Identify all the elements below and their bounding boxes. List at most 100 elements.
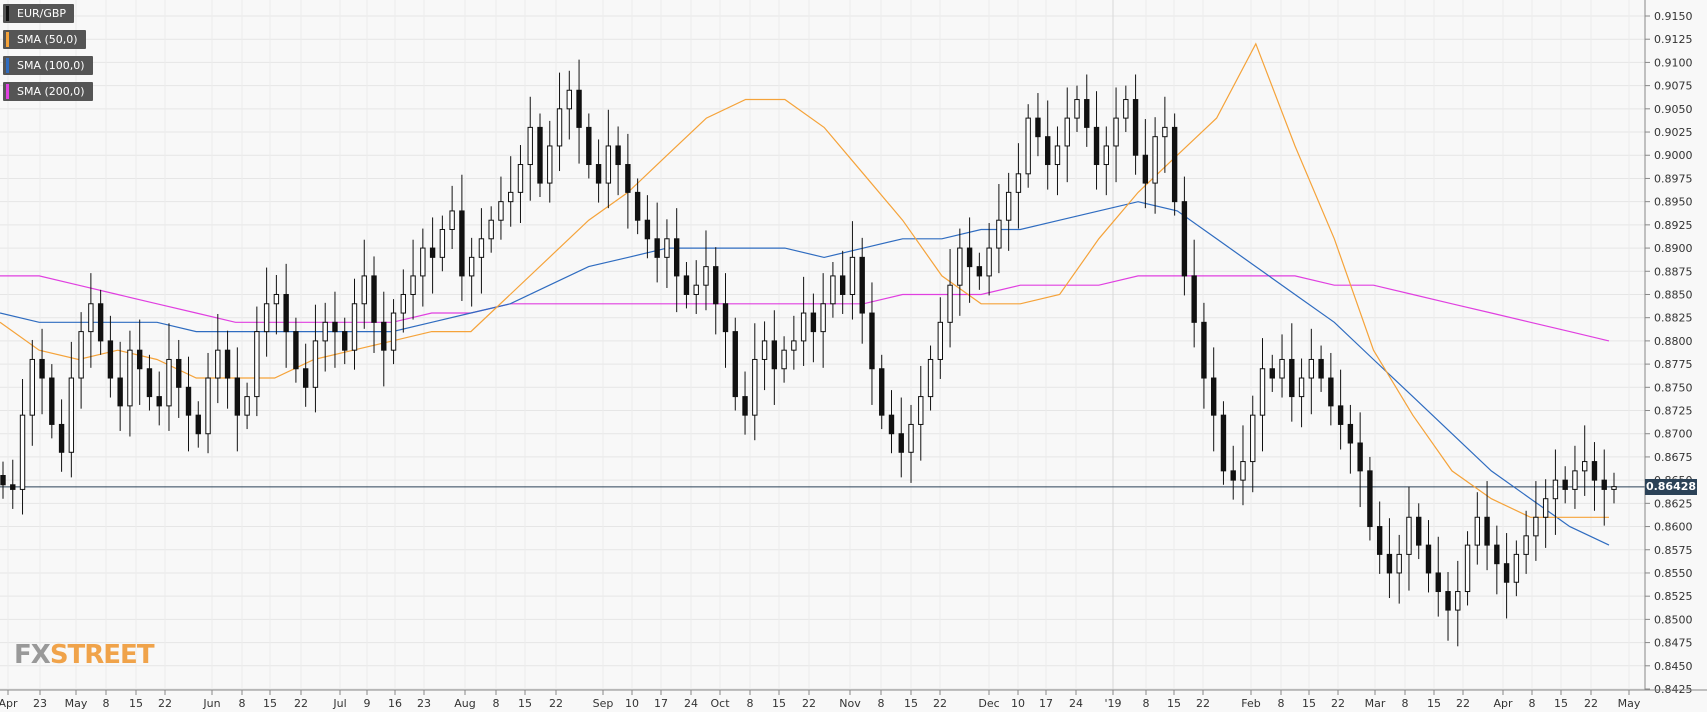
- legend-item-sma200[interactable]: SMA (200,0): [3, 82, 93, 101]
- candle: [205, 352, 211, 454]
- y-tick-label: 0.8525: [1654, 590, 1693, 603]
- candle: [1005, 172, 1012, 251]
- candle-body: [1054, 145, 1061, 166]
- candle: [1445, 572, 1451, 641]
- x-tick-label: 22: [294, 697, 308, 710]
- candle-body: [1005, 191, 1012, 221]
- candle-body: [1347, 423, 1354, 444]
- candle-body: [1289, 358, 1295, 398]
- candle-body: [439, 229, 446, 258]
- candle: [673, 208, 680, 313]
- candle: [1064, 87, 1070, 183]
- y-tick-label: 0.9025: [1654, 126, 1693, 139]
- candle: [1054, 126, 1061, 196]
- candle: [224, 330, 231, 409]
- candle: [937, 297, 944, 379]
- legend-item-sma50[interactable]: SMA (50,0): [3, 30, 86, 49]
- candle: [1591, 442, 1598, 511]
- candle-body: [722, 303, 729, 333]
- candle: [498, 176, 504, 240]
- candle: [107, 315, 114, 398]
- candle: [595, 139, 602, 203]
- candle: [605, 109, 612, 209]
- candle-body: [1269, 368, 1275, 379]
- candle-body: [1191, 275, 1197, 323]
- y-tick-label: 0.8825: [1654, 312, 1693, 325]
- candle: [644, 195, 651, 259]
- candle-body: [420, 247, 426, 277]
- candle: [693, 260, 699, 314]
- candle: [1289, 323, 1295, 422]
- legend-item-sma100[interactable]: SMA (100,0): [3, 56, 93, 75]
- candle-body: [703, 266, 709, 286]
- candle: [839, 250, 846, 314]
- x-tick-label: 15: [1427, 697, 1441, 710]
- candle-body: [312, 340, 319, 388]
- candle: [1308, 328, 1315, 415]
- candle: [1367, 456, 1373, 541]
- fxstreet-logo: FXSTREET: [14, 640, 155, 670]
- candle: [1220, 401, 1227, 485]
- x-tick-label: 15: [518, 697, 532, 710]
- candle-body: [1318, 358, 1324, 379]
- candle: [1484, 481, 1490, 571]
- candle: [1513, 540, 1520, 597]
- legend-item-eurgbp[interactable]: EUR/GBP: [3, 4, 75, 23]
- sma-50-line: [0, 42, 1609, 518]
- candle-body: [957, 247, 963, 286]
- candle-body: [1406, 516, 1412, 555]
- candle: [293, 317, 299, 383]
- candle-body: [254, 331, 260, 398]
- x-tick-label: 8: [747, 697, 754, 710]
- candle: [849, 221, 856, 320]
- candle: [1201, 302, 1207, 409]
- candle: [1259, 338, 1266, 452]
- candle-body: [664, 238, 670, 258]
- candle-body: [1611, 486, 1617, 490]
- candle: [918, 365, 924, 461]
- candle: [1103, 126, 1109, 196]
- candle-body: [234, 377, 241, 416]
- candle: [1132, 74, 1139, 175]
- candle-body: [1425, 544, 1432, 574]
- candle: [1572, 445, 1578, 509]
- candle-body: [1367, 470, 1373, 528]
- x-tick-label: 15: [772, 697, 786, 710]
- candle-body: [595, 164, 602, 184]
- candle-body: [1386, 553, 1393, 574]
- candle-body: [1484, 516, 1490, 546]
- x-tick-label: 22: [1456, 697, 1470, 710]
- candle: [1279, 334, 1285, 398]
- x-tick-label: Apr: [1493, 697, 1513, 710]
- candle-body: [1132, 99, 1139, 156]
- x-tick-label: 15: [1554, 697, 1568, 710]
- candle-body: [713, 266, 719, 305]
- x-tick-label: 8: [878, 697, 885, 710]
- candle: [176, 339, 182, 418]
- x-tick-label: 15: [129, 697, 143, 710]
- x-tick-label: 22: [933, 697, 947, 710]
- candle-body: [293, 331, 299, 370]
- candle-body: [752, 358, 758, 416]
- candle: [1318, 345, 1324, 392]
- candle-body: [400, 293, 407, 314]
- y-tick-label: 0.8850: [1654, 288, 1693, 301]
- candle-body: [1230, 470, 1236, 481]
- candle-body: [429, 247, 436, 258]
- candle: [664, 219, 670, 288]
- x-tick-label: 8: [1143, 697, 1150, 710]
- candle-body: [1552, 479, 1559, 500]
- candle-body: [1074, 99, 1080, 119]
- candle-body: [381, 321, 387, 351]
- x-tick-label: 15: [263, 697, 277, 710]
- candle: [1074, 85, 1080, 133]
- legend-label: SMA (200,0): [17, 85, 85, 98]
- candle: [420, 228, 426, 307]
- y-tick-label: 0.9150: [1654, 10, 1693, 23]
- candle-body: [136, 349, 143, 370]
- candle-body: [1171, 126, 1178, 203]
- candle-body: [927, 358, 934, 398]
- candle: [351, 278, 358, 370]
- candle: [195, 401, 201, 448]
- y-tick-label: 0.8450: [1654, 660, 1693, 673]
